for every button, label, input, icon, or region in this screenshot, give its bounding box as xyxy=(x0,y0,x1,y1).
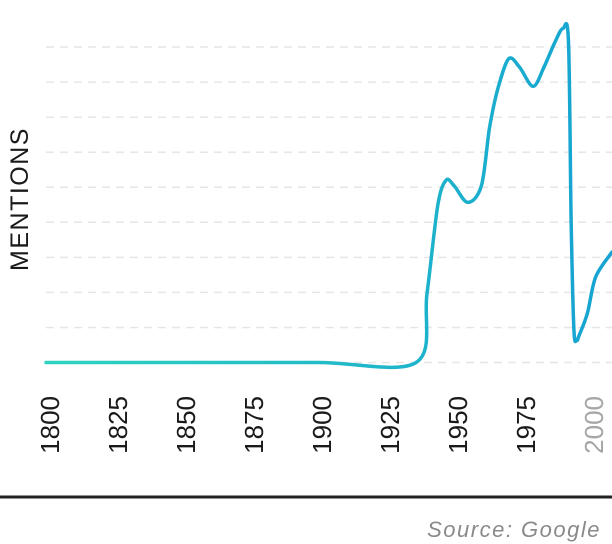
x-tick-label-1800: 1800 xyxy=(35,396,65,454)
x-tick-label-1975: 1975 xyxy=(511,396,541,454)
y-axis-title: MENTIONS xyxy=(6,127,34,271)
x-axis-tick-labels: 1800 1825 1850 1875 1900 1925 1950 1975 2000 xyxy=(35,396,609,454)
series-layer xyxy=(44,21,612,370)
grid-lines xyxy=(46,46,612,364)
x-tick-label-1900: 1900 xyxy=(307,396,337,454)
x-tick-label-1925: 1925 xyxy=(375,396,405,454)
x-tick-label-1950: 1950 xyxy=(443,396,473,454)
source-label: Source: Google xyxy=(427,517,601,542)
x-tick-label-1850: 1850 xyxy=(171,396,201,454)
x-tick-label-1825: 1825 xyxy=(103,396,133,454)
x-tick-label-1875: 1875 xyxy=(239,396,269,454)
x-tick-label-2000: 2000 xyxy=(579,396,609,454)
mentions-series-line xyxy=(44,21,612,370)
